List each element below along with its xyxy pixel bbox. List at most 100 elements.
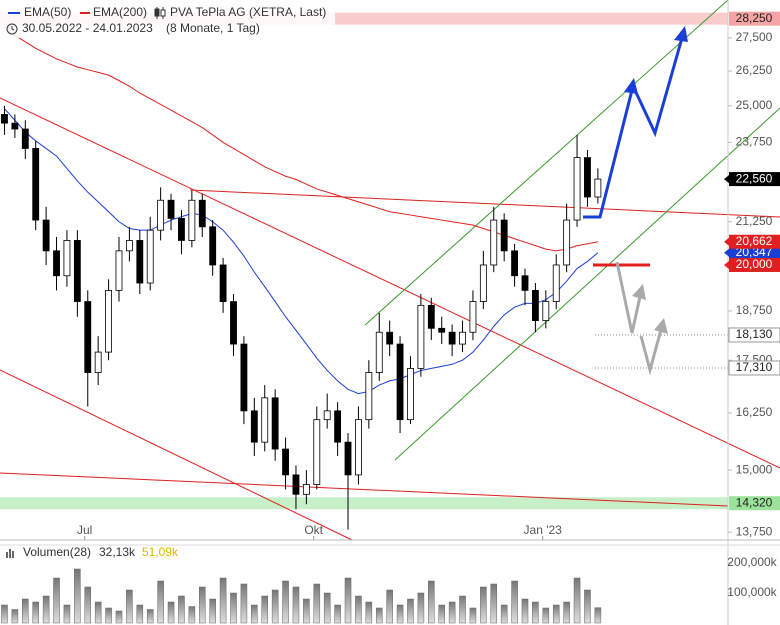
candle-body bbox=[355, 419, 362, 476]
price-box bbox=[728, 360, 780, 376]
clock-icon bbox=[11, 26, 15, 31]
volume-bar bbox=[532, 601, 539, 624]
y-tick-label: 23,750 bbox=[736, 135, 773, 149]
volume-bar bbox=[219, 577, 227, 624]
candle-body bbox=[594, 178, 602, 198]
chart-title: PVA TePla AG (XETRA, Last) bbox=[170, 5, 326, 19]
volume-bar bbox=[521, 598, 529, 624]
volume-bar bbox=[22, 598, 29, 624]
candle-body bbox=[188, 199, 196, 241]
y-tick-label: 21,250 bbox=[736, 214, 773, 228]
candle-body bbox=[365, 372, 373, 421]
trend-line bbox=[0, 472, 729, 507]
volume-bar bbox=[448, 601, 456, 624]
trend-line bbox=[0, 369, 353, 541]
candle-body bbox=[396, 343, 404, 421]
candle-body bbox=[448, 331, 456, 345]
y-tick-label: 16,250 bbox=[736, 405, 773, 419]
candle-body bbox=[417, 304, 425, 369]
y-tick-label: 27,500 bbox=[736, 30, 773, 44]
candle-body bbox=[563, 219, 571, 266]
y-tick-label: 13,750 bbox=[736, 524, 773, 538]
candle-body bbox=[219, 264, 227, 302]
price-box bbox=[729, 257, 780, 272]
volume-bar bbox=[282, 580, 289, 624]
volume-bar bbox=[375, 607, 383, 624]
volume-bar bbox=[94, 601, 102, 624]
volume-bar bbox=[292, 586, 300, 624]
candle-body bbox=[198, 199, 206, 228]
volume-bar bbox=[188, 606, 196, 624]
candle-body bbox=[469, 301, 477, 333]
candle-body bbox=[167, 199, 175, 219]
volume-panel: 100,000k 200,000k bbox=[1, 555, 778, 624]
price-box-label: 20,662 bbox=[736, 234, 773, 248]
candle-body bbox=[584, 157, 591, 198]
volume-bar bbox=[178, 595, 185, 624]
price-box bbox=[729, 11, 780, 26]
volume-bar bbox=[344, 577, 352, 624]
volume-bar bbox=[42, 595, 50, 624]
projections bbox=[583, 26, 688, 376]
volume-bar bbox=[74, 568, 81, 624]
volume-bar bbox=[11, 609, 19, 624]
volume-bar bbox=[53, 577, 60, 624]
volume-bar bbox=[167, 601, 175, 624]
header-bg bbox=[0, 2, 335, 38]
price-box-label: 14,320 bbox=[736, 495, 773, 509]
volume-average: 32,13k bbox=[99, 545, 136, 559]
price-box bbox=[729, 245, 780, 260]
volume-bar bbox=[459, 595, 466, 624]
arrow-head bbox=[632, 284, 646, 300]
candle-body bbox=[542, 301, 550, 321]
channel-line bbox=[364, 0, 729, 326]
volume-bar bbox=[251, 604, 258, 624]
volume-bar bbox=[105, 607, 112, 624]
volume-bar bbox=[115, 610, 123, 624]
candle-body bbox=[302, 484, 310, 495]
candle-body bbox=[521, 275, 529, 291]
candle-body bbox=[11, 122, 19, 130]
candle-body bbox=[344, 441, 352, 476]
volume-bar bbox=[230, 592, 237, 624]
price-box-label: 20,000 bbox=[736, 257, 773, 271]
volume-bar bbox=[594, 607, 602, 624]
volume-bar bbox=[63, 604, 71, 624]
x-tick-label: Jan '23 bbox=[524, 523, 563, 537]
legend-label: EMA(50) bbox=[24, 5, 71, 19]
candle-body bbox=[427, 304, 435, 329]
candle-body bbox=[157, 199, 165, 231]
candle-body bbox=[178, 217, 185, 241]
arrow-head bbox=[674, 26, 688, 42]
candle-body bbox=[375, 331, 383, 373]
volume-bar bbox=[199, 586, 206, 624]
candle-body bbox=[53, 250, 60, 277]
price-box-label: 22,560 bbox=[736, 171, 773, 185]
ema-line bbox=[4, 27, 598, 252]
volume-bar bbox=[240, 583, 248, 624]
price-box-tip bbox=[724, 248, 729, 257]
price-band bbox=[0, 497, 728, 510]
y-tick-label: 18,750 bbox=[736, 303, 773, 317]
candle-body bbox=[490, 219, 498, 266]
volume-bar bbox=[480, 586, 487, 624]
volume-bar bbox=[157, 580, 164, 624]
candle-body bbox=[334, 410, 342, 443]
price-box-tip bbox=[724, 237, 729, 246]
volume-bar bbox=[563, 601, 570, 624]
x-tick-label: Jul bbox=[77, 523, 92, 537]
arrow-head bbox=[624, 78, 638, 94]
trend-line bbox=[0, 97, 780, 469]
candle-body bbox=[282, 448, 289, 476]
candle-body bbox=[73, 240, 81, 302]
period: (8 Monate, 1 Tag) bbox=[166, 21, 260, 35]
volume-bar bbox=[428, 580, 435, 624]
candle-body bbox=[42, 219, 50, 252]
volume-bar bbox=[209, 598, 216, 624]
candle-body bbox=[573, 157, 581, 221]
volume-bar bbox=[542, 607, 550, 624]
volume-tick-label: 100,000k bbox=[727, 585, 777, 599]
date-range: 30.05.2022 - 24.01.2023 bbox=[22, 21, 153, 35]
